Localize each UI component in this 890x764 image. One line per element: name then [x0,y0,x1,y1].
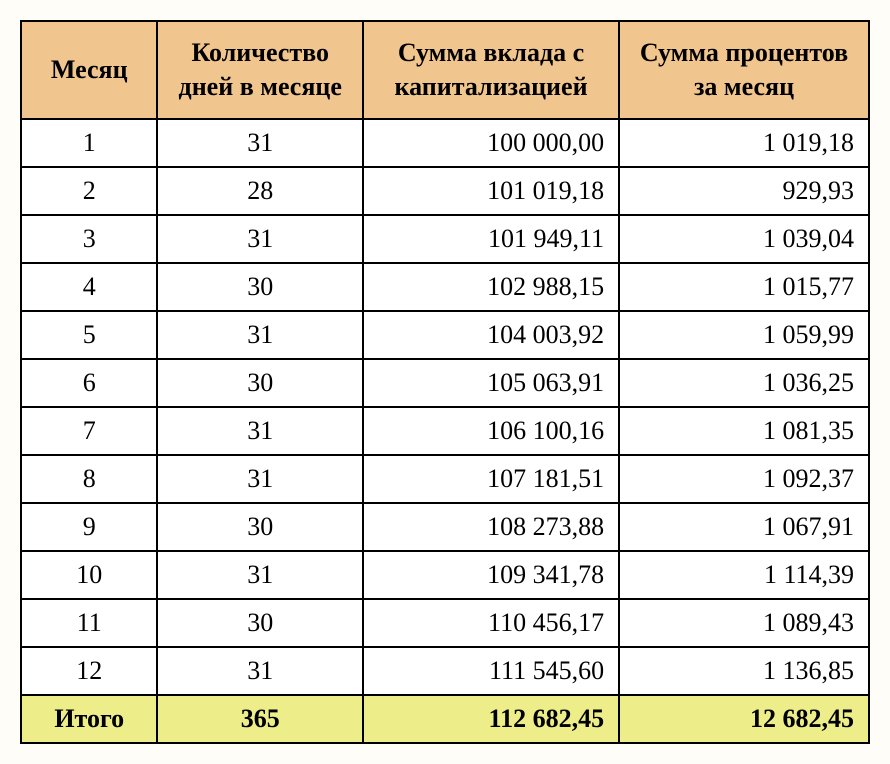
cell-sum: 100 000,00 [363,119,619,167]
cell-sum: 107 181,51 [363,455,619,503]
cell-interest: 1 089,43 [619,599,869,647]
cell-interest: 1 114,39 [619,551,869,599]
table-row: 2 28 101 019,18 929,93 [21,167,869,215]
cell-days: 31 [157,215,363,263]
total-row: Итого 365 112 682,45 12 682,45 [21,695,869,743]
cell-interest: 1 092,37 [619,455,869,503]
table-row: 3 31 101 949,11 1 039,04 [21,215,869,263]
table-row: 10 31 109 341,78 1 114,39 [21,551,869,599]
cell-month: 5 [21,311,157,359]
cell-days: 30 [157,599,363,647]
cell-month: 11 [21,599,157,647]
table-row: 8 31 107 181,51 1 092,37 [21,455,869,503]
table-row: 6 30 105 063,91 1 036,25 [21,359,869,407]
cell-sum: 105 063,91 [363,359,619,407]
cell-interest: 1 039,04 [619,215,869,263]
table-row: 4 30 102 988,15 1 015,77 [21,263,869,311]
cell-interest: 1 015,77 [619,263,869,311]
cell-sum: 111 545,60 [363,647,619,695]
cell-month: 2 [21,167,157,215]
cell-interest: 1 019,18 [619,119,869,167]
cell-month: 3 [21,215,157,263]
cell-days: 30 [157,359,363,407]
cell-days: 31 [157,551,363,599]
cell-days: 31 [157,407,363,455]
table-row: 5 31 104 003,92 1 059,99 [21,311,869,359]
cell-sum: 108 273,88 [363,503,619,551]
cell-days: 31 [157,119,363,167]
cell-month: 1 [21,119,157,167]
cell-interest: 1 067,91 [619,503,869,551]
cell-month: 8 [21,455,157,503]
cell-interest: 1 059,99 [619,311,869,359]
table-row: 1 31 100 000,00 1 019,18 [21,119,869,167]
cell-sum: 109 341,78 [363,551,619,599]
deposit-table: Месяц Количество дней в месяце Сумма вкл… [20,20,870,744]
header-sum: Сумма вклада с капитализацией [363,21,619,119]
table-row: 12 31 111 545,60 1 136,85 [21,647,869,695]
cell-sum: 101 949,11 [363,215,619,263]
total-days: 365 [157,695,363,743]
cell-month: 4 [21,263,157,311]
cell-interest: 1 081,35 [619,407,869,455]
cell-month: 7 [21,407,157,455]
cell-interest: 1 136,85 [619,647,869,695]
table-body: 1 31 100 000,00 1 019,18 2 28 101 019,18… [21,119,869,743]
cell-days: 30 [157,263,363,311]
cell-sum: 102 988,15 [363,263,619,311]
header-days: Количество дней в месяце [157,21,363,119]
cell-sum: 110 456,17 [363,599,619,647]
cell-sum: 101 019,18 [363,167,619,215]
cell-interest: 1 036,25 [619,359,869,407]
header-interest: Сумма процентов за месяц [619,21,869,119]
cell-month: 10 [21,551,157,599]
cell-sum: 106 100,16 [363,407,619,455]
cell-month: 9 [21,503,157,551]
header-month: Месяц [21,21,157,119]
header-row: Месяц Количество дней в месяце Сумма вкл… [21,21,869,119]
cell-days: 30 [157,503,363,551]
table-row: 11 30 110 456,17 1 089,43 [21,599,869,647]
cell-month: 12 [21,647,157,695]
table-row: 9 30 108 273,88 1 067,91 [21,503,869,551]
total-sum: 112 682,45 [363,695,619,743]
cell-days: 31 [157,455,363,503]
cell-sum: 104 003,92 [363,311,619,359]
cell-interest: 929,93 [619,167,869,215]
cell-days: 31 [157,311,363,359]
total-label: Итого [21,695,157,743]
table-row: 7 31 106 100,16 1 081,35 [21,407,869,455]
cell-month: 6 [21,359,157,407]
cell-days: 28 [157,167,363,215]
total-interest: 12 682,45 [619,695,869,743]
cell-days: 31 [157,647,363,695]
